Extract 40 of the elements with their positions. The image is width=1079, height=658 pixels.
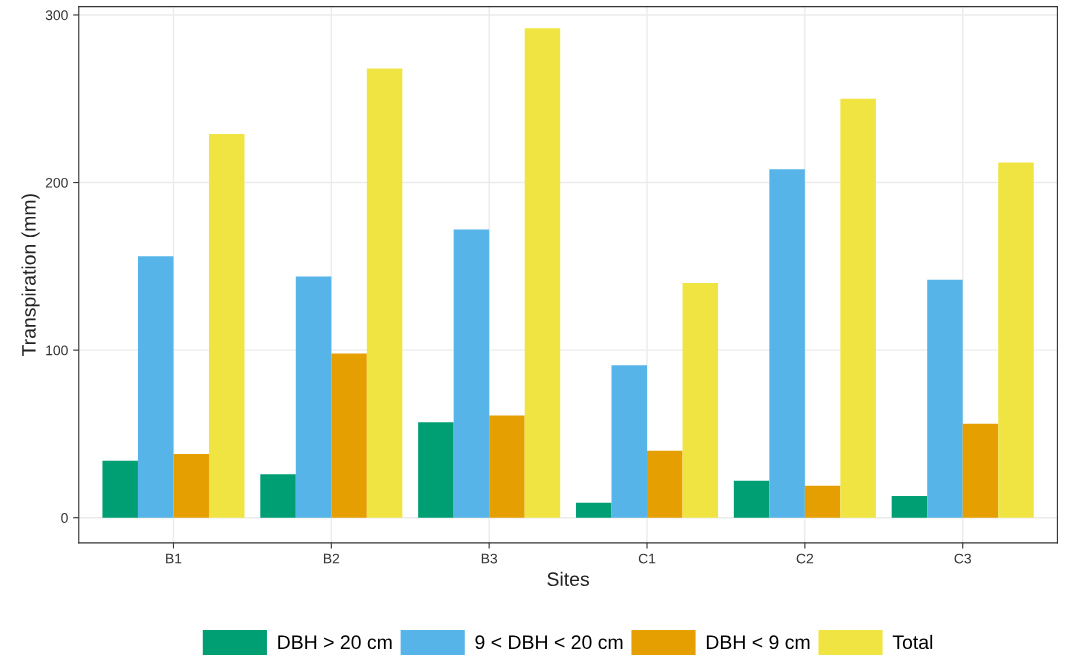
bar: [173, 454, 209, 518]
bar: [647, 450, 683, 518]
y-tick-label: 100: [46, 345, 68, 356]
bar: [962, 423, 999, 518]
bar: [489, 415, 525, 518]
bar: [769, 169, 805, 518]
bar: [524, 28, 561, 518]
x-tick-label: B1: [166, 553, 182, 564]
legend-label: DBH < 9 cm: [706, 635, 810, 650]
bar: [208, 133, 245, 518]
x-tick-label: B3: [481, 553, 498, 564]
legend-label: 9 < DBH < 20 cm: [475, 635, 623, 650]
x-tick-label: C1: [638, 553, 656, 564]
legend-label: DBH > 20 cm: [278, 635, 392, 650]
bar: [366, 68, 403, 518]
bar: [331, 353, 367, 518]
x-axis-title: Sites: [547, 571, 590, 587]
bar: [453, 229, 490, 518]
x-tick-label: C2: [796, 553, 814, 564]
y-tick-label: 200: [45, 177, 68, 188]
legend-label: Total: [892, 634, 933, 650]
x-tick-label: B2: [323, 553, 340, 564]
y-tick-label: 0: [61, 513, 68, 523]
bar: [611, 365, 648, 518]
bar: [260, 474, 296, 518]
bar: [295, 276, 332, 518]
bar: [733, 480, 770, 518]
bar: [891, 495, 928, 518]
bar: [804, 485, 841, 518]
bar: [137, 256, 174, 518]
x-tick-label: C3: [954, 553, 971, 564]
bar: [575, 502, 612, 518]
y-tick-label: 300: [45, 10, 68, 21]
bar: [998, 162, 1034, 518]
y-axis-title: Transpiration (mm): [21, 194, 40, 357]
bar: [927, 279, 963, 518]
bar: [102, 460, 138, 518]
bar: [682, 283, 719, 518]
bar: [840, 98, 876, 518]
bar: [418, 422, 454, 518]
